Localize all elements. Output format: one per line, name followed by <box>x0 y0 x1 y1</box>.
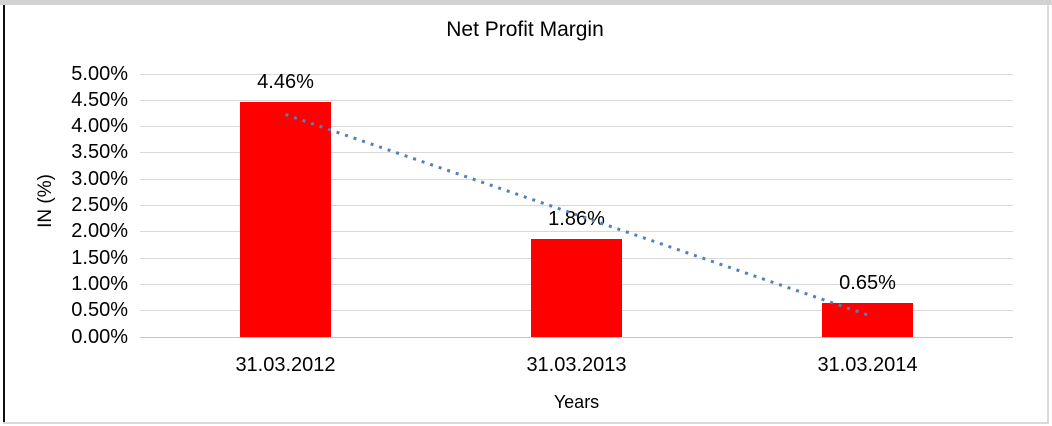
y-tick-label: 0.50% <box>71 299 128 322</box>
chart-title: Net Profit Margin <box>446 18 604 41</box>
bar <box>531 239 622 337</box>
y-tick-label: 4.50% <box>71 88 128 111</box>
y-tick-label: 2.50% <box>71 194 128 216</box>
x-axis-title: Years <box>553 392 600 412</box>
y-tick-label: 2.00% <box>71 220 128 243</box>
bar <box>240 102 331 337</box>
x-tick-label: 31.03.2012 <box>235 354 336 376</box>
x-tick-label: 31.03.2013 <box>526 354 627 376</box>
x-axis-line <box>140 336 1013 338</box>
gridline <box>140 73 1013 75</box>
y-tick-label: 3.50% <box>71 141 128 164</box>
bar-data-label: 1.86% <box>548 208 605 231</box>
gridline <box>140 99 1013 101</box>
y-tick-label: 1.50% <box>71 246 128 269</box>
page-bottom-border <box>3 422 1049 424</box>
x-tick-label: 31.03.2014 <box>817 354 918 376</box>
page-top-strip <box>0 0 1052 5</box>
page-left-border <box>3 5 5 423</box>
y-tick-label: 4.00% <box>71 115 128 138</box>
bar-data-label: 0.65% <box>839 271 896 294</box>
bar-data-label: 4.46% <box>257 71 314 94</box>
y-tick-label: 5.00% <box>71 62 128 85</box>
bar <box>822 302 913 337</box>
y-tick-label: 1.00% <box>71 272 128 295</box>
y-tick-label: 3.00% <box>71 167 128 190</box>
page-right-border <box>1047 5 1049 424</box>
y-tick-label: 0.00% <box>71 325 128 348</box>
